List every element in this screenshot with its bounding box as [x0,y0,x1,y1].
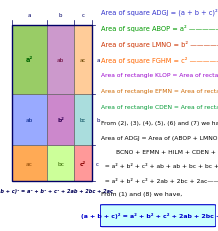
Text: a: a [28,13,31,18]
Text: c: c [96,161,99,166]
Text: Area of square FGHM = c² ———————————(4): Area of square FGHM = c² ———————————(4) [101,57,218,64]
Text: Area of square LMNO = b² ———————————(3): Area of square LMNO = b² ———————————(3) [101,40,218,48]
Text: ac: ac [80,58,86,63]
FancyBboxPatch shape [100,205,216,227]
Text: bc: bc [80,117,86,122]
Text: b²: b² [57,117,64,122]
Text: (a + b + c)² = a² + b² + c² + 2ab + 2bc + 2ac: (a + b + c)² = a² + b² + c² + 2ab + 2bc … [81,213,218,219]
Bar [12,146,47,181]
Text: b: b [96,117,100,122]
Text: Area of ADGJ = Area of (ABOP + LMNO + FGHM + KLOP +: Area of ADGJ = Area of (ABOP + LMNO + FG… [101,135,218,140]
Text: c: c [82,13,85,18]
Text: ab: ab [26,117,33,122]
Text: BCNO + EFMN + HILM + CDEN + IJKL): BCNO + EFMN + HILM + CDEN + IJKL) [101,149,218,154]
Bar [47,94,74,146]
Bar [74,26,92,94]
Text: b: b [59,13,62,18]
Text: From (1) and (8) we have,: From (1) and (8) we have, [101,191,183,196]
Text: = a² + b² + c² + ab + ab + bc + bc + ac + ac: = a² + b² + c² + ab + ab + bc + bc + ac … [101,163,218,168]
Bar [12,26,47,94]
Bar [12,26,92,181]
Text: Area of rectangle CDEN = Area of rectangle IJKL = ac......(7): Area of rectangle CDEN = Area of rectang… [101,105,218,110]
Text: Area of rectangle EFMN = Area of rectangle HILM = bc....(6): Area of rectangle EFMN = Area of rectang… [101,89,218,94]
Bar [47,146,74,181]
Text: a²: a² [26,57,33,63]
Text: = a² + b² + c² + 2ab + 2bc + 2ac——————(8): = a² + b² + c² + 2ab + 2bc + 2ac——————(8… [101,177,218,183]
Text: ac: ac [26,161,33,166]
Text: Area of square ABOP = a² ———————————(2): Area of square ABOP = a² ———————————(2) [101,24,218,32]
Text: From (2), (3), (4), (5), (6) and (7) we have,: From (2), (3), (4), (5), (6) and (7) we … [101,121,218,126]
Bar [47,26,74,94]
Text: ab: ab [57,58,64,63]
Text: Area of square ADGJ = (a + b + c)² ————————(1): Area of square ADGJ = (a + b + c)² —————… [101,8,218,16]
Text: Area of rectangle KLOP = Area of rectangle BCNO = ab....(5): Area of rectangle KLOP = Area of rectang… [101,73,218,78]
Bar [12,94,47,146]
Bar [74,146,92,181]
Bar [74,94,92,146]
Text: a: a [96,58,100,63]
Text: bc: bc [57,161,64,166]
Text: c²: c² [80,161,86,166]
Text: (a + b + c)² = a² + b² + c² + 2ab + 2bc + 2ac: (a + b + c)² = a² + b² + c² + 2ab + 2bc … [0,188,113,193]
